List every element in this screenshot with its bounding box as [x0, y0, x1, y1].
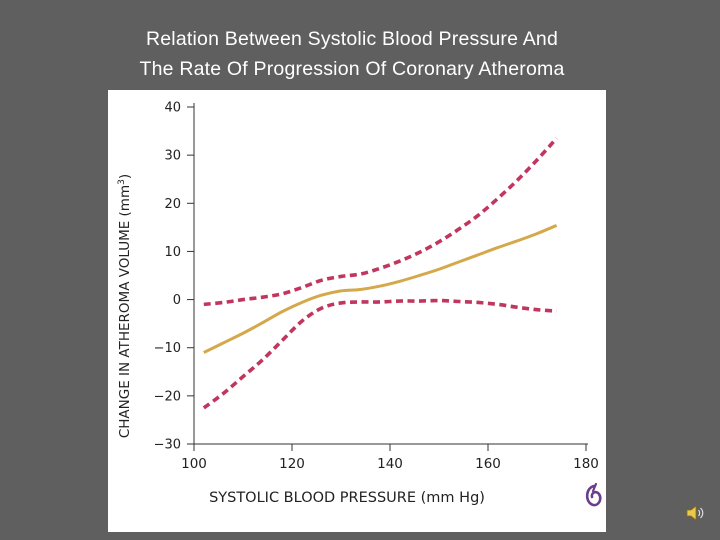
y-tick-label: −30 [154, 438, 181, 453]
series-line-mean [203, 224, 558, 354]
chart-axes [193, 103, 588, 445]
series-line-lower-ci [202, 298, 557, 410]
y-tick-label: 0 [173, 293, 181, 308]
y-axis-title-superscript: 3 [117, 179, 127, 185]
x-axis-title: SYSTOLIC BLOOD PRESSURE (mm Hg) [209, 490, 485, 506]
y-axis-title-main: CHANGE IN ATHEROMA VOLUME (mm [117, 185, 133, 438]
atheroma-chart: −30 −20 −10 0 10 20 30 40 100 120 140 160 180 SYSTOL… [117, 101, 599, 507]
y-tick-label: 20 [164, 197, 181, 212]
x-tick-label: 120 [279, 456, 305, 472]
chart-ticks: −30 −20 −10 0 10 20 30 40 100 120 140 160 180 [154, 101, 599, 473]
slide-title-line-2: The Rate Of Progression Of Coronary Athe… [139, 58, 565, 80]
chart-panel: −30 −20 −10 0 10 20 30 40 100 120 140 160 180 SYSTOL… [108, 90, 606, 532]
y-tick-label: −20 [154, 389, 181, 404]
y-tick-label: −10 [154, 341, 181, 356]
x-tick-label: 140 [377, 456, 403, 472]
speaker-icon[interactable] [684, 502, 706, 524]
y-tick-label: 10 [164, 245, 181, 260]
y-axis-title: CHANGE IN ATHEROMA VOLUME (mm3) [117, 174, 133, 438]
citation-block [112, 516, 602, 532]
y-tick-label: 40 [164, 101, 181, 116]
x-tick-label: 100 [181, 456, 207, 472]
slide-title: Relation Between Systolic Blood Pressure… [0, 24, 704, 84]
chart-series [202, 137, 558, 410]
x-tick-label: 180 [573, 456, 599, 472]
y-tick-label: 30 [164, 149, 181, 164]
y-axis-title-end: ) [117, 174, 133, 179]
x-tick-label: 160 [475, 456, 501, 472]
publisher-logo-icon [585, 482, 602, 507]
slide-title-line-1: Relation Between Systolic Blood Pressure… [145, 28, 559, 50]
series-line-upper-ci [203, 137, 558, 307]
